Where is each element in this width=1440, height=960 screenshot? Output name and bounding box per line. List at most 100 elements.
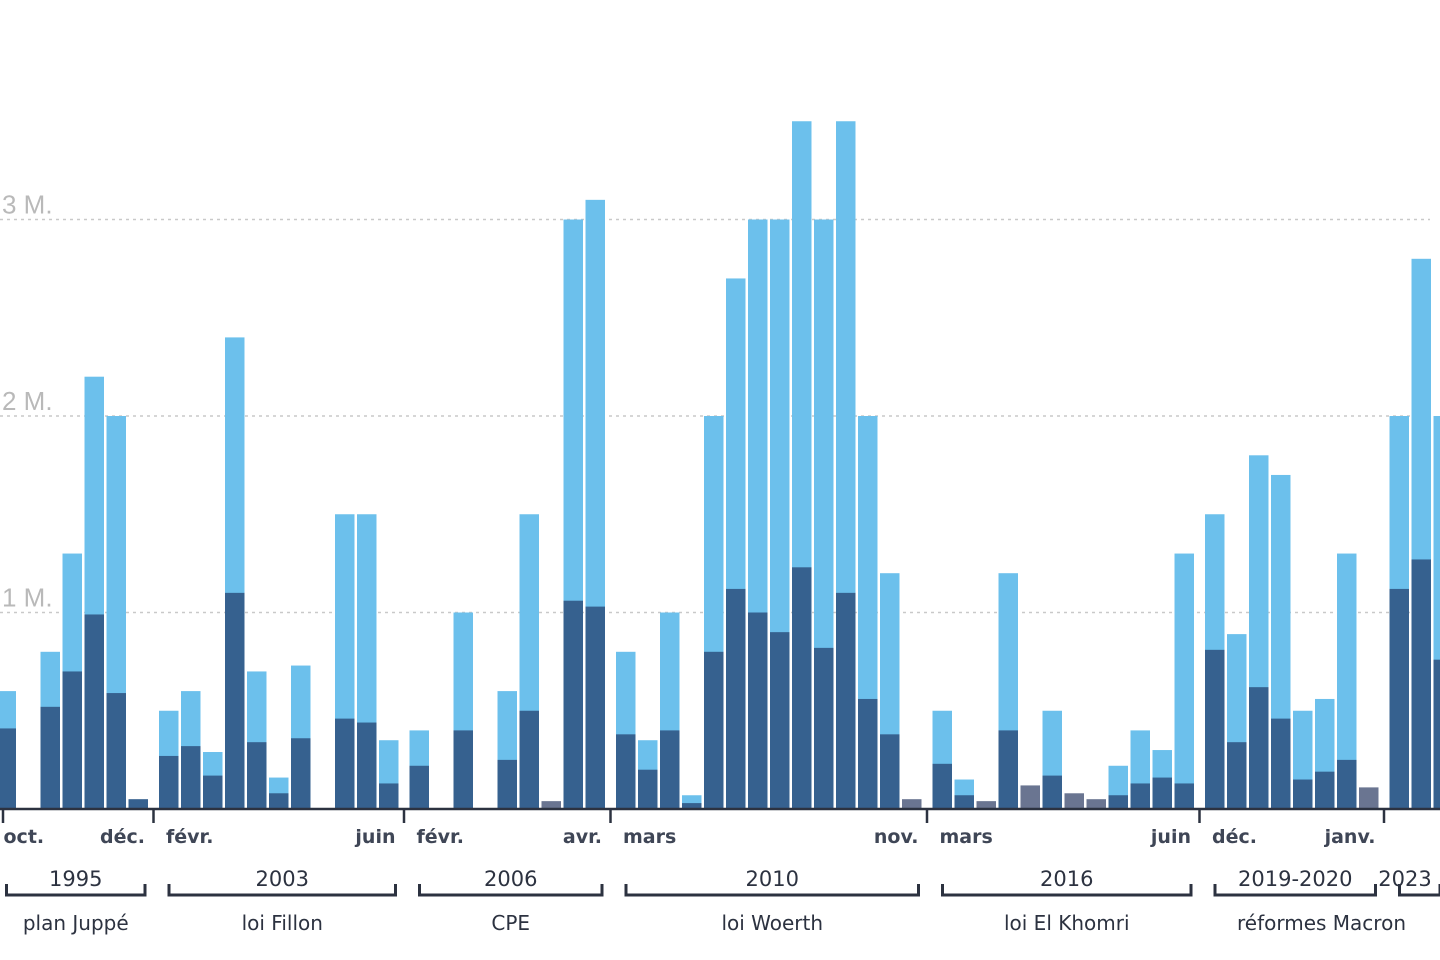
bar-police	[1205, 649, 1225, 809]
bar-police	[726, 588, 746, 809]
month-label: juin	[354, 826, 395, 848]
bar-police	[1152, 777, 1172, 809]
bar-police	[128, 799, 148, 809]
bar-police	[409, 765, 429, 809]
bar-single-source	[541, 801, 561, 809]
year-bracket	[624, 884, 920, 897]
year-bracket	[1398, 884, 1440, 897]
year-label: 2023	[1378, 867, 1431, 891]
bar-single-source	[976, 801, 996, 809]
year-label: 2016	[1040, 867, 1093, 891]
event-label: plan Juppé	[23, 911, 129, 935]
bar-police	[585, 606, 605, 809]
month-label: déc.	[100, 826, 145, 848]
y-tick-label: 3 M.	[2, 190, 53, 220]
bar-police	[616, 734, 636, 809]
bar-organizers	[1337, 553, 1357, 809]
bar-police	[836, 592, 856, 809]
bar-police	[0, 728, 16, 809]
month-label: mars	[940, 826, 993, 848]
bar-police	[159, 755, 179, 809]
bar-police	[1293, 779, 1313, 809]
bar-single-source	[1359, 787, 1379, 809]
x-axis: oct. déc. févr. juin févr. avr. mars nov. mars ju…	[0, 807, 1440, 848]
month-label: févr.	[166, 826, 213, 848]
bar-police	[379, 783, 399, 809]
year-label: 1995	[49, 867, 102, 891]
bar-police	[1315, 771, 1335, 809]
bar-police	[1337, 759, 1357, 809]
bar-police	[519, 710, 539, 809]
bar-police	[932, 763, 952, 809]
y-tick-label: 1 M.	[2, 583, 53, 613]
bar-police	[660, 730, 680, 809]
year-label: 2019-2020	[1238, 867, 1352, 891]
bar-police	[497, 759, 517, 809]
month-label: janv.	[1324, 826, 1376, 848]
event-label: loi El Khomri	[1004, 911, 1130, 935]
event-label: loi Woerth	[721, 911, 823, 935]
event-label: CPE	[491, 911, 530, 935]
bar-single-source	[902, 799, 922, 809]
year-label: 2006	[484, 867, 537, 891]
period-labels: 1995 plan Juppé 2003 loi Fillon 2006 CPE 2010 l…	[5, 867, 1440, 935]
event-label: loi Fillon	[242, 911, 323, 935]
event-label: réformes Macron	[1237, 911, 1406, 935]
bar-police	[453, 730, 473, 809]
month-label: févr.	[417, 826, 464, 848]
bar-police	[748, 612, 768, 809]
bar-police	[814, 647, 834, 809]
bar-police	[1042, 775, 1062, 809]
y-tick-label: 2 M.	[2, 386, 53, 416]
bar-police	[1227, 742, 1247, 809]
bar-single-source	[1020, 785, 1040, 809]
month-label: avr.	[563, 826, 602, 848]
bar-single-source	[1064, 793, 1084, 809]
bar-police	[1411, 559, 1431, 809]
bars	[0, 121, 1440, 810]
bar-police	[106, 693, 126, 809]
bar-police	[770, 632, 790, 809]
year-bracket	[1213, 884, 1377, 897]
month-label: mars	[623, 826, 676, 848]
bar-police	[954, 795, 974, 809]
bar-police	[1174, 783, 1194, 809]
bar-police	[858, 698, 878, 809]
bar-police	[563, 600, 583, 809]
bar-organizers	[1433, 416, 1440, 809]
bar-police	[40, 706, 60, 809]
year-label: 2003	[256, 867, 309, 891]
bar-police	[880, 734, 900, 809]
bar-police	[269, 793, 289, 809]
bar-single-source	[1086, 799, 1106, 809]
year-label: 2010	[746, 867, 799, 891]
bar-police	[1389, 588, 1409, 809]
bar-police	[638, 769, 658, 809]
bar-police	[181, 746, 201, 809]
bar-police	[682, 803, 702, 809]
year-bracket	[167, 884, 397, 897]
bar-police	[1271, 718, 1291, 809]
year-bracket	[941, 884, 1193, 897]
bar-police	[792, 567, 812, 809]
bar-police	[203, 775, 223, 809]
bar-organizers	[1174, 553, 1194, 809]
bar-police	[1108, 795, 1128, 809]
bar-police	[1433, 659, 1440, 809]
month-label: oct.	[4, 826, 45, 848]
bar-police	[1249, 687, 1269, 809]
bar-police	[1130, 783, 1150, 809]
bar-police	[225, 592, 245, 809]
bar-police	[704, 651, 724, 809]
bar-police	[998, 730, 1018, 809]
month-label: nov.	[874, 826, 919, 848]
bar-police	[291, 738, 311, 809]
bar-police	[62, 671, 82, 809]
month-label: juin	[1150, 826, 1191, 848]
bar-police	[335, 718, 355, 809]
year-bracket	[5, 884, 147, 897]
bar-police	[247, 742, 267, 809]
bar-police	[357, 722, 377, 809]
month-label: déc.	[1212, 826, 1257, 848]
